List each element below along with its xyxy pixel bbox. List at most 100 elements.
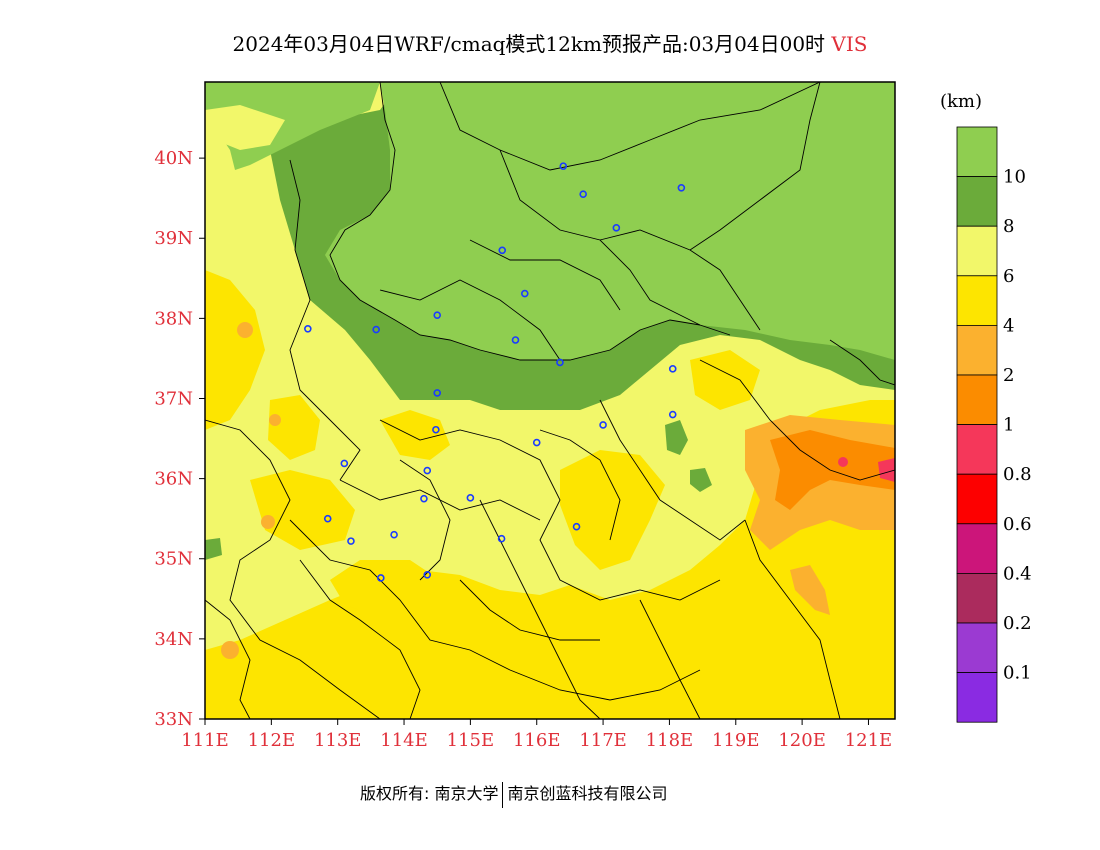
admin-boundaries bbox=[205, 82, 895, 719]
city-marker bbox=[433, 389, 442, 397]
vis-field-2-4-southwest bbox=[221, 641, 239, 659]
city-marker bbox=[372, 325, 380, 334]
vis-field-4-6-southcentral bbox=[330, 560, 440, 620]
colorbar-label: 0.2 bbox=[1003, 613, 1032, 634]
y-tick-label: 38N bbox=[154, 308, 193, 329]
colorbar: 10 8 6 4 2 1 0.8 0.6 0.4 0.2 0.1 bbox=[956, 126, 1032, 723]
vis-field-0.8-1-b bbox=[838, 457, 848, 467]
colorbar-bin bbox=[956, 473, 998, 525]
vis-field-4-6-northeast bbox=[690, 350, 760, 410]
vis-field-8-10-small bbox=[690, 468, 712, 492]
y-tick-label: 37N bbox=[154, 388, 193, 409]
city-marker bbox=[340, 459, 349, 468]
colorbar-label: 6 bbox=[1003, 266, 1014, 287]
colorbar-bin bbox=[956, 523, 998, 574]
colorbar-label: 0.8 bbox=[1003, 464, 1032, 485]
colorbar-label: 0.4 bbox=[1003, 563, 1032, 584]
y-tick-label: 40N bbox=[154, 148, 193, 169]
city-marker bbox=[612, 224, 621, 232]
y-axis: 33N 34N 35N 36N 37N 38N 39N 40N bbox=[154, 148, 205, 730]
colorbar-bin bbox=[956, 573, 998, 624]
colorbar-bin bbox=[956, 622, 998, 673]
vis-field-4-6-central bbox=[560, 450, 665, 570]
colorbar-label: 8 bbox=[1003, 216, 1014, 237]
colorbar-bin bbox=[956, 126, 998, 177]
map-title: 2024年03月04日WRF/cmaq模式12km预报产品:03月04日00时 … bbox=[0, 28, 1100, 57]
vis-field-4-6-southwest bbox=[250, 470, 355, 550]
city-marker bbox=[466, 494, 475, 502]
legend-unit: (km) bbox=[940, 91, 982, 112]
x-tick-label: 116E bbox=[513, 730, 561, 751]
city-marker bbox=[304, 324, 312, 333]
city-marker bbox=[579, 190, 587, 198]
vis-field-2-4-west-3 bbox=[261, 515, 275, 529]
x-axis: 111E 112E 113E 114E 115E 116E 117E 118E 119E 120E… bbox=[181, 719, 892, 751]
city-marker bbox=[498, 246, 507, 255]
y-tick-label: 39N bbox=[154, 228, 193, 249]
city-marker bbox=[432, 425, 440, 434]
x-tick-label: 112E bbox=[248, 730, 296, 751]
city-marker bbox=[572, 522, 581, 531]
map-frame bbox=[204, 81, 896, 720]
city-marker bbox=[556, 358, 564, 367]
colorbar-bin bbox=[956, 324, 998, 376]
y-tick-label: 36N bbox=[154, 469, 193, 490]
city-marker bbox=[347, 537, 355, 545]
y-tick-label: 35N bbox=[154, 549, 193, 570]
vis-field-2-4-west-2 bbox=[269, 414, 281, 426]
city-marker bbox=[377, 574, 385, 582]
city-marker bbox=[497, 534, 506, 543]
colorbar-bin bbox=[956, 176, 998, 227]
colorbar-bin bbox=[956, 275, 998, 326]
city-marker bbox=[559, 162, 568, 170]
city-marker bbox=[423, 466, 432, 475]
vis-field-4-6-south bbox=[205, 400, 895, 719]
city-marker bbox=[323, 514, 332, 523]
colorbar-bin bbox=[956, 374, 998, 425]
map-plot-area bbox=[205, 82, 895, 719]
city-marker bbox=[532, 438, 541, 447]
footer-separator bbox=[502, 781, 504, 808]
y-tick-label: 33N bbox=[154, 709, 193, 730]
x-tick-label: 114E bbox=[380, 730, 428, 751]
colorbar-bin bbox=[956, 424, 998, 475]
vis-field-6-8-northwest bbox=[205, 105, 285, 150]
vis-field-8-10-patch bbox=[665, 420, 688, 455]
vis-field-0.8-1-a bbox=[878, 458, 895, 482]
city-marker bbox=[423, 570, 432, 579]
x-tick-label: 115E bbox=[447, 730, 495, 751]
vis-field-4-6-west-central bbox=[268, 395, 320, 460]
colorbar-bin bbox=[956, 672, 998, 723]
vis-field-gt10 bbox=[325, 82, 895, 360]
vis-field-4-6-middle bbox=[380, 410, 450, 460]
city-markers bbox=[304, 162, 686, 582]
city-marker bbox=[511, 336, 520, 344]
x-tick-label: 121E bbox=[845, 730, 893, 751]
vis-field-2-4-west-1 bbox=[237, 322, 253, 338]
city-marker bbox=[677, 183, 686, 192]
title-text: 2024年03月04日WRF/cmaq模式12km预报产品:03月04日00时 bbox=[232, 32, 826, 56]
colorbar-bin bbox=[956, 225, 998, 277]
x-tick-label: 111E bbox=[181, 730, 229, 751]
y-tick-label: 34N bbox=[154, 629, 193, 650]
x-tick-label: 118E bbox=[646, 730, 694, 751]
city-marker bbox=[520, 289, 529, 298]
colorbar-label: 0.6 bbox=[1003, 514, 1032, 535]
colorbar-label: 10 bbox=[1003, 167, 1026, 188]
colorbar-label: 4 bbox=[1003, 315, 1014, 336]
vis-field-8-10-west bbox=[205, 538, 222, 560]
title-variable: VIS bbox=[831, 32, 868, 56]
x-tick-label: 119E bbox=[712, 730, 760, 751]
city-marker bbox=[668, 410, 677, 419]
city-marker bbox=[390, 530, 398, 539]
vis-field-2-4-patch bbox=[790, 565, 830, 615]
vis-field-1-2 bbox=[770, 430, 895, 510]
copyright-footer: 版权所有: 南京大学 南京创蓝科技有限公司 bbox=[360, 780, 668, 808]
city-marker bbox=[433, 311, 442, 319]
x-tick-label: 113E bbox=[314, 730, 362, 751]
vis-field-4-6-west bbox=[205, 270, 265, 430]
city-marker bbox=[668, 365, 677, 373]
colorbar-label: 0.1 bbox=[1003, 663, 1032, 684]
x-tick-label: 120E bbox=[778, 730, 826, 751]
